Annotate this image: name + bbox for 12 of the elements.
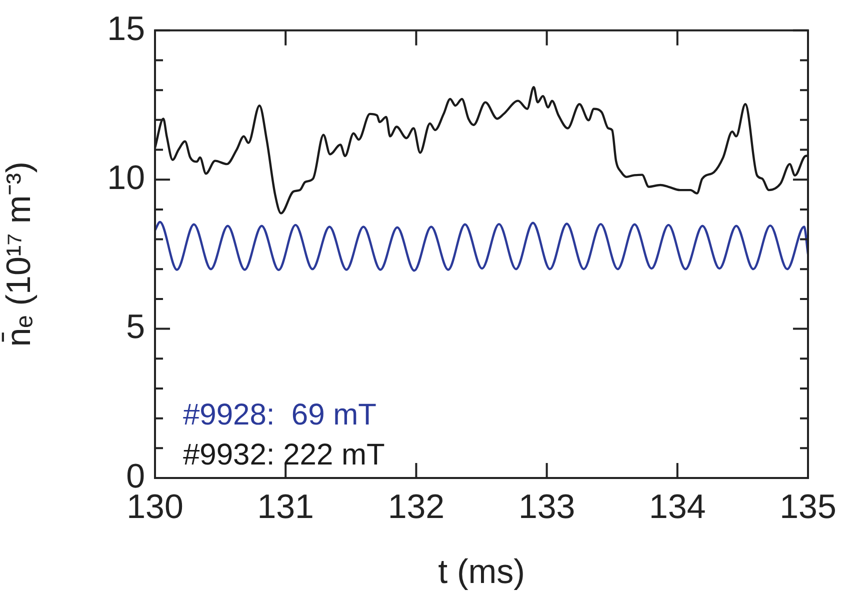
- y-tick-label: 15: [107, 10, 145, 48]
- y-tick-label: 5: [126, 308, 145, 346]
- legend-label: #9932: 222 mT: [183, 438, 385, 472]
- x-tick-label: 133: [518, 488, 576, 526]
- x-tick-label: 132: [388, 488, 445, 526]
- x-tick-label: 131: [257, 488, 314, 526]
- text: #9928: 69 mT: [183, 398, 376, 432]
- x-tick-label: 134: [649, 488, 706, 526]
- x-tick-label: 135: [780, 488, 836, 526]
- y-axis-title: n̄ₑ (10¹⁷ m⁻³): [0, 162, 38, 347]
- y-tick-label: 10: [107, 158, 145, 197]
- x-axis-title: t (ms): [438, 552, 525, 591]
